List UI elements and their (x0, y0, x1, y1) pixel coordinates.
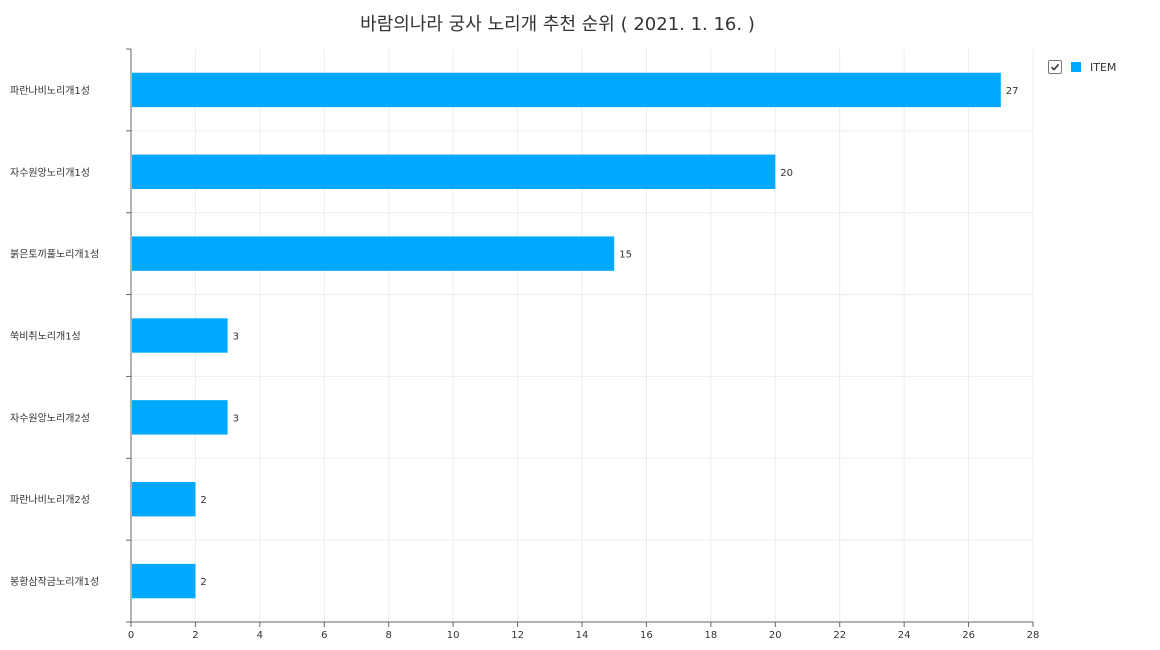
legend-swatch (1071, 62, 1081, 72)
legend: ITEM (1048, 60, 1116, 74)
bar (132, 400, 228, 435)
x-tick-label: 14 (576, 630, 589, 641)
category-label: 쑥비취노리개1성 (10, 331, 81, 343)
x-tick-label: 0 (128, 630, 134, 641)
x-tick-label: 22 (833, 630, 846, 641)
data-label: 20 (780, 168, 793, 179)
data-label: 3 (233, 332, 239, 343)
x-tick-label: 8 (386, 630, 392, 641)
x-tick-label: 16 (640, 630, 653, 641)
category-label: 파란나비노리개1성 (10, 85, 90, 97)
data-label: 15 (619, 250, 632, 261)
category-label: 붉은토끼풀노리개1성 (10, 249, 99, 261)
data-label: 27 (1006, 86, 1019, 97)
bars (132, 72, 1001, 599)
x-tick-label: 18 (704, 630, 717, 641)
bar (132, 563, 196, 599)
grid-lines (131, 49, 1034, 622)
bar (132, 154, 776, 189)
x-tick-label: 2 (192, 630, 198, 641)
data-label: 3 (233, 413, 239, 424)
category-label: 자수원앙노리개2성 (10, 412, 90, 424)
x-tick-label: 28 (1027, 630, 1040, 641)
x-tick-label: 26 (962, 630, 975, 641)
data-label: 2 (200, 577, 206, 588)
data-label: 2 (200, 495, 206, 506)
x-tick-label: 4 (257, 630, 263, 641)
legend-label[interactable]: ITEM (1090, 60, 1117, 74)
category-label: 자수원앙노리개1성 (10, 167, 90, 179)
x-tick-label: 12 (511, 630, 524, 641)
x-tick-label: 20 (769, 630, 782, 641)
axes (126, 48, 1034, 627)
checkmark-icon (1050, 63, 1060, 71)
bar (132, 72, 1001, 108)
chart-title: 바람의나라 궁사 노리개 추천 순위 ( 2021. 1. 16. ) (360, 14, 755, 35)
category-label: 봉황삼작금노리개1성 (10, 576, 99, 588)
bar (132, 318, 228, 353)
category-label: 파란나비노리개2성 (10, 494, 90, 506)
bar (132, 482, 196, 517)
x-tick-label: 24 (898, 630, 911, 641)
x-tick-label: 6 (321, 630, 327, 641)
legend-checkbox[interactable] (1048, 60, 1062, 74)
x-tick-label: 10 (447, 630, 460, 641)
bar (132, 236, 615, 271)
